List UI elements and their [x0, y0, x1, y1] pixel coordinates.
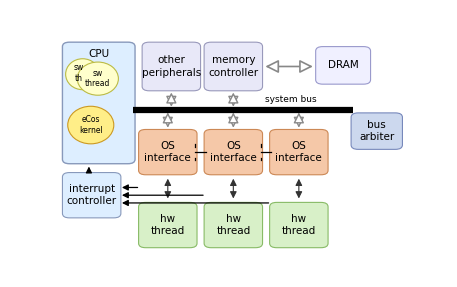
- Ellipse shape: [66, 59, 100, 90]
- FancyBboxPatch shape: [138, 202, 197, 248]
- Text: hw
thread: hw thread: [216, 214, 250, 236]
- Ellipse shape: [68, 106, 114, 144]
- Text: interrupt
controller: interrupt controller: [67, 184, 117, 206]
- FancyBboxPatch shape: [63, 42, 135, 164]
- Text: other
peripherals: other peripherals: [142, 55, 201, 78]
- FancyBboxPatch shape: [351, 113, 403, 149]
- Text: hw
thread: hw thread: [282, 214, 316, 236]
- FancyBboxPatch shape: [316, 46, 371, 84]
- FancyBboxPatch shape: [270, 202, 328, 248]
- FancyBboxPatch shape: [204, 129, 262, 175]
- Text: CPU: CPU: [88, 49, 109, 59]
- Text: hw
thread: hw thread: [151, 214, 185, 236]
- Text: bus
arbiter: bus arbiter: [359, 120, 394, 142]
- Text: DRAM: DRAM: [328, 60, 358, 70]
- Ellipse shape: [77, 62, 118, 95]
- FancyBboxPatch shape: [63, 172, 121, 218]
- FancyBboxPatch shape: [204, 202, 262, 248]
- Text: OS
interface: OS interface: [276, 141, 322, 163]
- FancyBboxPatch shape: [270, 129, 328, 175]
- Text: sw
th: sw th: [74, 63, 84, 83]
- Text: OS
interface: OS interface: [210, 141, 257, 163]
- FancyBboxPatch shape: [138, 129, 197, 175]
- FancyBboxPatch shape: [204, 42, 262, 91]
- Text: OS
interface: OS interface: [144, 141, 191, 163]
- FancyBboxPatch shape: [142, 42, 201, 91]
- Text: sw
thread: sw thread: [85, 69, 111, 88]
- Text: eCos
kernel: eCos kernel: [79, 115, 103, 135]
- Text: memory
controller: memory controller: [208, 55, 258, 78]
- Text: system bus: system bus: [265, 95, 317, 104]
